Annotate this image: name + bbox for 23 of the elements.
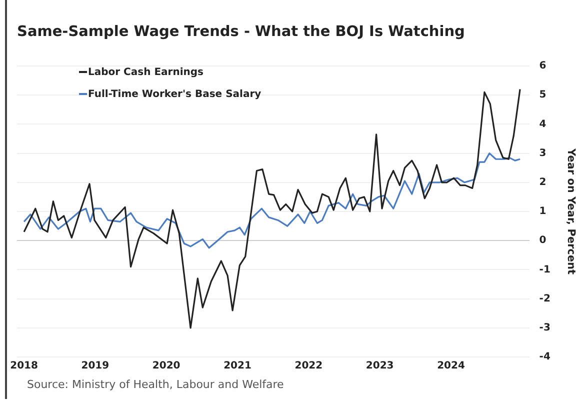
y-tick-label: 0 <box>539 235 546 246</box>
x-tick-label: 2020 <box>152 360 180 372</box>
legend-label: Labor Cash Earnings <box>87 66 204 80</box>
x-tick-label: 2024 <box>437 360 465 372</box>
y-tick-label: 1 <box>539 206 546 218</box>
x-tick-label: 2023 <box>366 360 394 372</box>
y-tick-label: -4 <box>539 352 550 363</box>
x-tick-label: 2018 <box>10 360 38 372</box>
y-tick-label: 2 <box>539 176 546 188</box>
y-tick-label: -1 <box>539 264 550 276</box>
y-tick-label: 4 <box>539 118 546 130</box>
y-tick-label: 5 <box>539 90 546 101</box>
x-tick-label: 2019 <box>81 360 110 372</box>
y-tick-label: 3 <box>539 148 546 159</box>
x-tick-label: 2021 <box>224 360 252 372</box>
x-tick-label: 2022 <box>294 360 323 372</box>
y-tick-label: 6 <box>539 60 546 72</box>
y-tick-label: -3 <box>539 322 550 334</box>
legend-label: Full-Time Worker's Base Salary <box>87 88 262 102</box>
source-note: Source: Ministry of Health, Labour and Welfare <box>27 378 284 391</box>
y-axis-title: Year on Year, Percent <box>564 148 577 274</box>
chart-title: Same-Sample Wage Trends - What the BOJ Is Watching <box>17 24 465 40</box>
y-tick-label: -2 <box>539 293 550 304</box>
